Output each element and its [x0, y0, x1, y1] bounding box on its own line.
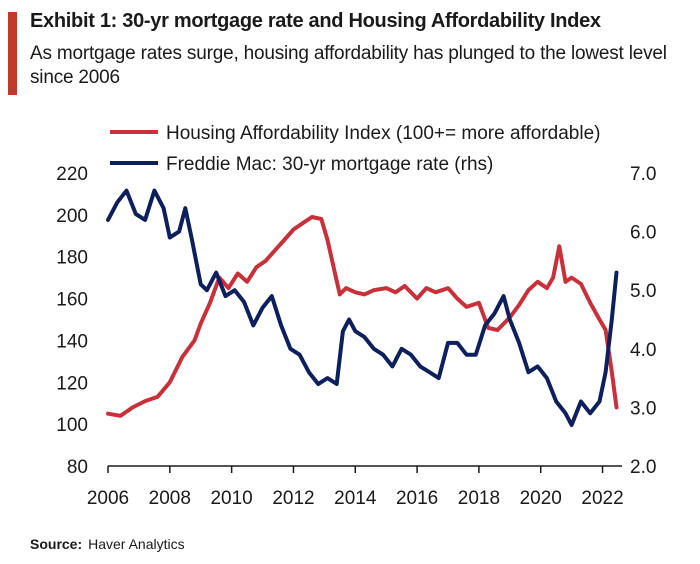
legend-label-mortgage: Freddie Mac: 30-yr mortgage rate (rhs)	[166, 154, 493, 175]
y-right-tick-label: 6.0	[630, 223, 656, 244]
y-right-tick-label: 2.0	[630, 457, 656, 478]
plot-lines	[106, 188, 619, 427]
legend: Housing Affordability Index (100+= more …	[110, 123, 600, 175]
x-tick-label: 2008	[149, 488, 191, 509]
x-tick-label: 2018	[458, 488, 500, 509]
y-left-tick-label: 120	[56, 373, 88, 394]
series-line-housing-affordability	[106, 215, 619, 418]
y-left-tick-label: 200	[56, 206, 88, 227]
y-left-tick-label: 180	[56, 248, 88, 269]
x-tick-label: 2022	[581, 488, 623, 509]
x-tick-label: 2006	[87, 488, 129, 509]
source-label: Source:	[30, 536, 83, 552]
y-left-tick-label: 140	[56, 331, 88, 352]
chart-subtitle: As mortgage rates surge, housing afforda…	[30, 43, 667, 88]
source-note: Source: Haver Analytics	[30, 536, 185, 552]
x-tick-label: 2012	[272, 488, 314, 509]
y-right-tick-label: 3.0	[630, 398, 656, 419]
x-tick-label: 2010	[210, 488, 252, 509]
x-tick-label: 2016	[396, 488, 438, 509]
chart-title: Exhibit 1: 30-yr mortgage rate and Housi…	[30, 10, 601, 32]
series-line-mortgage-rate	[106, 188, 619, 427]
x-tick-label: 2020	[520, 488, 562, 509]
y-left-tick-label: 220	[56, 164, 88, 185]
y-right-tick-label: 5.0	[630, 281, 656, 302]
x-tick-label: 2014	[334, 488, 377, 509]
y-right-tick-label: 7.0	[630, 164, 656, 185]
legend-label-hai: Housing Affordability Index (100+= more …	[166, 123, 600, 144]
y-right-tick-label: 4.0	[630, 340, 656, 361]
y-left-tick-label: 100	[56, 415, 88, 436]
source-text: Haver Analytics	[88, 536, 185, 552]
y-left-tick-label: 160	[56, 290, 88, 311]
accent-bar	[8, 12, 17, 95]
y-left-tick-label: 80	[67, 457, 88, 478]
axes: 2006 2008 2010 2012 2014 2016 2018 2020 2022 220 2…	[56, 164, 656, 509]
